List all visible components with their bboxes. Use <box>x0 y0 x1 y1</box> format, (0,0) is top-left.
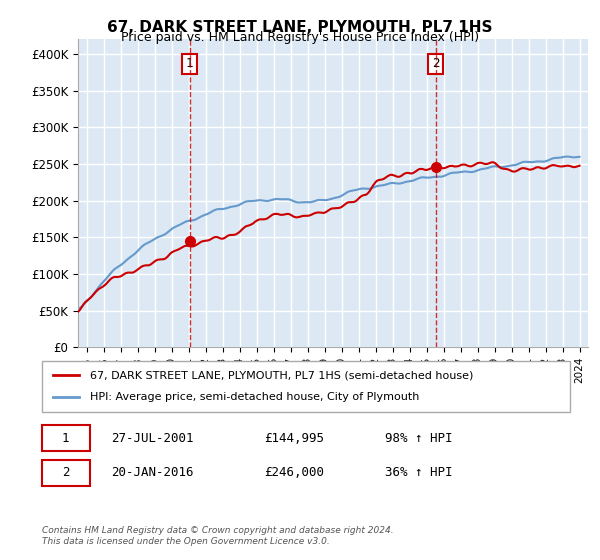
Text: £246,000: £246,000 <box>264 466 324 479</box>
Text: 98% ↑ HPI: 98% ↑ HPI <box>385 432 453 445</box>
FancyBboxPatch shape <box>42 460 89 486</box>
Text: 67, DARK STREET LANE, PLYMOUTH, PL7 1HS (semi-detached house): 67, DARK STREET LANE, PLYMOUTH, PL7 1HS … <box>89 370 473 380</box>
Text: 67, DARK STREET LANE, PLYMOUTH, PL7 1HS: 67, DARK STREET LANE, PLYMOUTH, PL7 1HS <box>107 20 493 35</box>
Text: £144,995: £144,995 <box>264 432 324 445</box>
Text: 1: 1 <box>62 432 70 445</box>
Text: 36% ↑ HPI: 36% ↑ HPI <box>385 466 453 479</box>
FancyBboxPatch shape <box>42 425 89 451</box>
Text: 2: 2 <box>62 466 70 479</box>
Text: Price paid vs. HM Land Registry's House Price Index (HPI): Price paid vs. HM Land Registry's House … <box>121 31 479 44</box>
Text: HPI: Average price, semi-detached house, City of Plymouth: HPI: Average price, semi-detached house,… <box>89 393 419 403</box>
Text: 1: 1 <box>186 57 193 71</box>
Text: 27-JUL-2001: 27-JUL-2001 <box>110 432 193 445</box>
FancyBboxPatch shape <box>42 361 570 412</box>
Text: Contains HM Land Registry data © Crown copyright and database right 2024.
This d: Contains HM Land Registry data © Crown c… <box>42 526 394 546</box>
Text: 2: 2 <box>432 57 440 71</box>
Text: 20-JAN-2016: 20-JAN-2016 <box>110 466 193 479</box>
